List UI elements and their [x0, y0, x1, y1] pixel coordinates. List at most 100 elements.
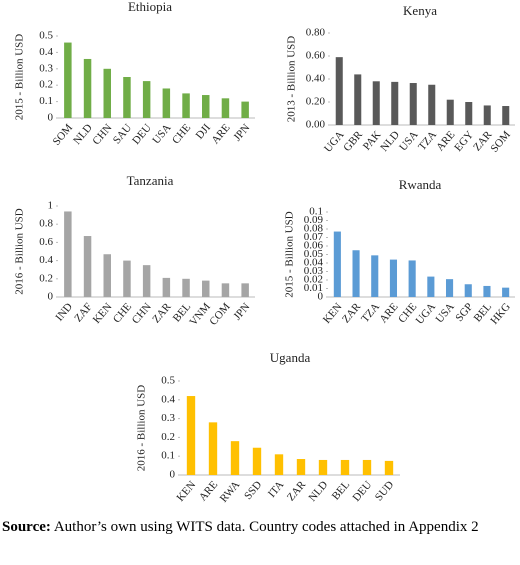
x-tick-label: SOM [51, 122, 76, 148]
bar [142, 265, 151, 297]
source-note: Source: Author’s own using WITS data. Co… [2, 518, 512, 537]
chart-title: Tanzania [127, 173, 174, 188]
bar [221, 98, 230, 118]
y-tick-label: 0.2 [161, 431, 175, 443]
x-tick-label: ARE [434, 129, 458, 154]
bar [274, 454, 284, 475]
y-tick-label: 0.6 [39, 236, 53, 248]
bar [202, 95, 210, 118]
bar [182, 278, 190, 297]
x-tick-label: SOM [488, 129, 513, 155]
x-tick-label: JPN [231, 301, 252, 323]
x-tick-label: USA [433, 301, 456, 326]
x-tick-label: DEU [351, 479, 375, 504]
chart-title: Uganda [270, 350, 311, 365]
y-tick-label: 0.4 [39, 254, 53, 266]
x-tick-label: COM [207, 301, 232, 328]
y-tick-label: 0 [48, 112, 54, 124]
y-tick-label: 0.01 [304, 282, 323, 294]
y-axis-title: 2016 - Billion USD [136, 385, 148, 472]
bar [83, 236, 92, 297]
bar [445, 279, 454, 297]
bar [483, 285, 491, 297]
bar [142, 81, 151, 118]
x-tick-label: ZAR [340, 300, 364, 325]
x-tick-label: HKG [488, 301, 513, 327]
bar [83, 58, 92, 118]
bar [428, 84, 436, 125]
x-tick-label: KEN [91, 301, 115, 326]
x-tick-label: ZAR [285, 478, 309, 503]
y-tick-label: 0.80 [306, 27, 326, 39]
x-tick-label: CHE [111, 301, 135, 326]
x-tick-label: PAK [361, 129, 384, 153]
x-tick-label: SAU [111, 122, 134, 147]
y-tick-label: 0.04 [304, 257, 324, 269]
source-label: Source: [2, 519, 51, 535]
bar [409, 83, 417, 125]
chart-title: Ethiopia [128, 0, 172, 14]
x-tick-label: ARE [377, 301, 401, 326]
x-tick-label: CHN [130, 301, 154, 327]
bar [252, 447, 262, 475]
bar [333, 231, 341, 297]
bar [186, 396, 196, 475]
x-tick-label: ARE [197, 479, 221, 504]
bar [408, 260, 416, 297]
chart-title: Kenya [403, 3, 437, 18]
bar [182, 93, 190, 118]
bar [354, 74, 362, 125]
bar [464, 284, 472, 297]
bar [502, 287, 510, 297]
bar [446, 99, 454, 125]
source-text: Author’s own using WITS data. Country co… [53, 519, 479, 535]
y-axis-title: 2016 - Billion USD [14, 208, 26, 295]
y-tick-label: 0.40 [306, 73, 326, 85]
bar [483, 105, 491, 125]
x-tick-label: KEN [321, 301, 345, 326]
y-tick-label: 0.5 [161, 375, 175, 387]
y-tick-label: 0.00 [306, 119, 326, 131]
bar [384, 460, 394, 475]
bar [64, 211, 72, 297]
bar [427, 276, 435, 297]
x-tick-label: ARE [209, 122, 233, 147]
x-tick-label: UGA [414, 301, 439, 327]
y-axis-title: 2015 - Billion USD [14, 34, 26, 121]
bar [352, 250, 360, 297]
bar [389, 259, 398, 297]
y-tick-label: 0.8 [39, 218, 53, 230]
bar [372, 81, 380, 125]
x-tick-label: JPN [231, 122, 252, 144]
y-tick-label: 0.03 [304, 265, 324, 277]
y-tick-label: 0.1 [309, 206, 323, 218]
bar [64, 42, 72, 119]
x-tick-label: NLD [378, 129, 402, 154]
x-tick-label: KEN [175, 479, 199, 504]
bar [391, 81, 399, 125]
y-tick-label: 0.06 [304, 240, 324, 252]
x-tick-label: ITA [266, 479, 286, 500]
x-tick-label: USA [150, 122, 173, 147]
y-tick-label: 0.02 [304, 274, 323, 286]
y-tick-label: 0.1 [39, 95, 53, 107]
y-tick-label: 0.07 [304, 231, 324, 243]
bar [340, 459, 350, 475]
y-tick-label: 0.08 [304, 223, 324, 235]
x-tick-label: SSD [242, 479, 264, 502]
bar [362, 459, 372, 475]
y-tick-label: 0.5 [39, 30, 53, 42]
y-tick-label: 0.20 [306, 96, 326, 108]
x-tick-label: DEU [130, 122, 154, 147]
bar [318, 459, 328, 475]
y-tick-label: 0.2 [39, 79, 53, 91]
bar [123, 260, 131, 297]
x-tick-label: IND [53, 301, 75, 324]
bar [221, 283, 230, 297]
y-tick-label: 0.1 [161, 450, 175, 462]
y-axis-title: 2015 - Billion USD [284, 211, 296, 298]
x-tick-label: SUD [373, 479, 396, 504]
bar [465, 102, 473, 125]
bar [103, 68, 111, 118]
bar [103, 254, 111, 297]
